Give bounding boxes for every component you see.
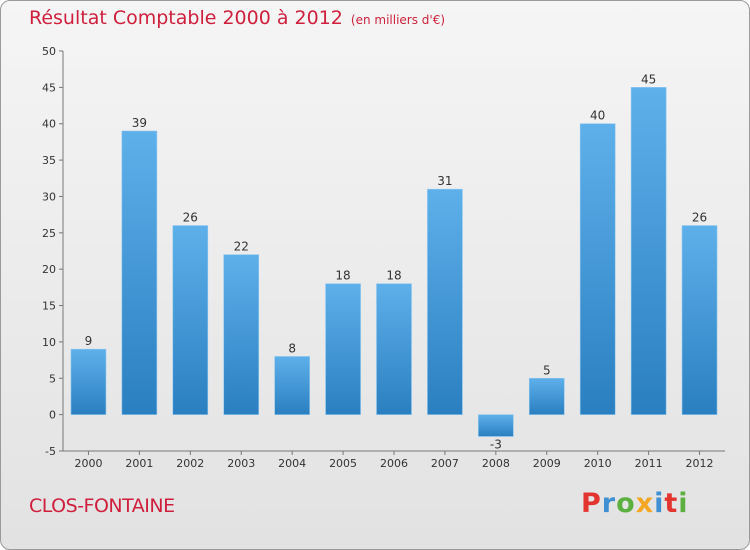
value-label-2009: 5 xyxy=(543,363,551,377)
y-tick-label: 5 xyxy=(49,372,56,385)
value-label-2006: 18 xyxy=(386,269,401,283)
y-tick-label: -5 xyxy=(45,445,56,458)
x-tick-label-2001: 2001 xyxy=(125,457,153,470)
bar-2004 xyxy=(274,356,310,415)
y-tick-label: 30 xyxy=(42,190,56,203)
chart-subtitle: (en milliers d'€) xyxy=(350,13,446,27)
bars xyxy=(70,87,718,437)
bar-2008 xyxy=(478,414,514,437)
bar-2001 xyxy=(121,130,158,415)
commune-name: CLOS-FONTAINE xyxy=(29,495,175,517)
bar-2003 xyxy=(223,254,260,415)
x-tick-label-2000: 2000 xyxy=(74,457,102,470)
logo-letter: i xyxy=(654,488,665,519)
x-tick-label-2005: 2005 xyxy=(329,457,357,470)
chart-title-text: Résultat Comptable 2000 à 2012 xyxy=(29,7,343,29)
x-tick-label-2004: 2004 xyxy=(278,457,306,470)
value-label-2001: 39 xyxy=(132,116,147,130)
logo-letter: o xyxy=(616,488,636,519)
x-tick-label-2008: 2008 xyxy=(482,457,510,470)
x-tick-label-2007: 2007 xyxy=(431,457,459,470)
value-label-2012: 26 xyxy=(692,211,707,225)
y-tick-label: 25 xyxy=(42,227,56,240)
value-label-2007: 31 xyxy=(437,174,452,188)
bar-2007 xyxy=(427,188,463,415)
bar-2012 xyxy=(681,225,718,415)
value-labels: 9 39 26 22 8 18 18 31 -3 5 40 45 26 xyxy=(85,72,708,451)
value-label-2011: 45 xyxy=(641,72,656,86)
value-label-2004: 8 xyxy=(288,341,296,355)
y-tick-label: 0 xyxy=(49,409,56,422)
y-tick-label: 45 xyxy=(42,81,56,94)
x-tick-label-2009: 2009 xyxy=(533,457,561,470)
x-tick-label-2002: 2002 xyxy=(176,457,204,470)
value-label-2005: 18 xyxy=(335,269,350,283)
x-tick-label-2010: 2010 xyxy=(584,457,612,470)
axes: -5 0 5 10 15 20 25 30 35 40 45 50 2000 2001 2002 2003 20… xyxy=(42,45,725,470)
x-tick-label-2006: 2006 xyxy=(380,457,408,470)
bar-2005 xyxy=(325,283,361,415)
logo-letter: t xyxy=(664,488,679,519)
value-label-2000: 9 xyxy=(85,334,93,348)
logo-letter: r xyxy=(601,488,617,519)
logo-letter: i xyxy=(678,488,689,519)
value-label-2010: 40 xyxy=(590,109,605,123)
y-tick-label: 15 xyxy=(42,300,56,313)
x-tick-label-2003: 2003 xyxy=(227,457,255,470)
bar-2002 xyxy=(172,225,209,415)
logo-letter: P xyxy=(581,488,602,519)
x-tick-label-2011: 2011 xyxy=(635,457,663,470)
value-label-2002: 26 xyxy=(183,211,198,225)
logo-letter: x xyxy=(635,488,655,519)
y-tick-label: 40 xyxy=(42,118,56,131)
bar-2006 xyxy=(376,283,412,415)
y-tick-label: 35 xyxy=(42,154,56,167)
proxiti-logo: Proxiti xyxy=(581,488,689,519)
y-tick-label: 20 xyxy=(42,263,56,276)
bar-2009 xyxy=(528,377,565,415)
y-tick-label: 10 xyxy=(42,336,56,349)
value-label-2008: -3 xyxy=(490,437,502,451)
x-tick-label-2012: 2012 xyxy=(686,457,714,470)
bar-2011 xyxy=(630,87,667,415)
bar-2000 xyxy=(70,348,107,415)
chart-title: Résultat Comptable 2000 à 2012 (en millie… xyxy=(29,7,445,29)
value-label-2003: 22 xyxy=(234,240,249,254)
bar-2010 xyxy=(579,123,616,415)
y-tick-label: 50 xyxy=(42,45,56,58)
